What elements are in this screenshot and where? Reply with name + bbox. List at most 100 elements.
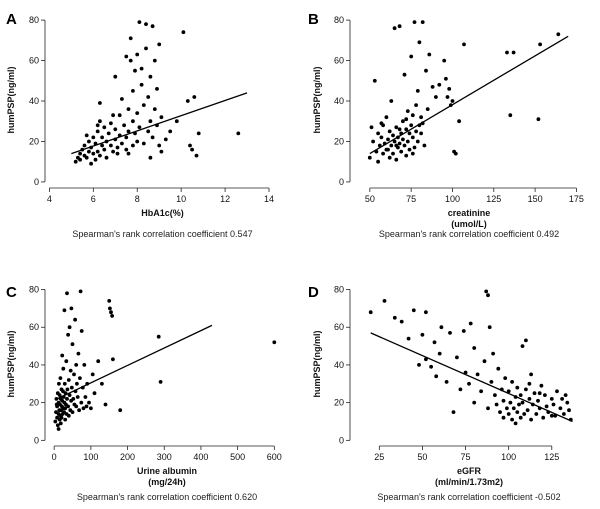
data-point — [104, 155, 109, 160]
data-point — [394, 157, 399, 162]
data-point — [98, 119, 102, 124]
y-tick-label: 0 — [339, 177, 344, 187]
data-point — [511, 406, 516, 411]
data-point — [76, 351, 81, 356]
data-point — [109, 310, 113, 315]
x-tick-label: 125 — [544, 452, 559, 462]
data-point — [520, 400, 525, 405]
data-point — [58, 421, 63, 426]
data-point — [522, 412, 527, 416]
correlation-caption: Spearman's rank correlation coefficient … — [377, 492, 560, 502]
data-point — [78, 151, 82, 156]
data-point — [74, 363, 79, 367]
data-point — [376, 131, 380, 136]
data-point — [517, 402, 521, 407]
x-tick-label: 4 — [47, 194, 52, 204]
data-point — [57, 381, 61, 386]
data-point — [415, 139, 420, 144]
data-point — [392, 139, 397, 144]
data-point — [135, 52, 140, 57]
data-point — [505, 50, 509, 55]
data-point — [407, 131, 412, 136]
data-point — [115, 145, 120, 150]
data-point — [417, 363, 421, 367]
data-point — [157, 42, 162, 47]
x-tick-label: 100 — [501, 452, 516, 462]
data-point — [397, 24, 402, 29]
data-point — [81, 406, 86, 411]
data-point — [159, 115, 164, 120]
data-point — [422, 143, 427, 148]
data-point — [397, 141, 402, 146]
data-point — [513, 421, 518, 426]
data-point — [367, 155, 372, 160]
data-point — [392, 315, 397, 320]
data-point — [503, 376, 508, 380]
data-point — [484, 289, 489, 294]
data-point — [405, 139, 410, 144]
data-point — [518, 415, 523, 420]
data-point — [124, 54, 129, 59]
data-point — [54, 410, 58, 414]
data-point — [144, 22, 148, 26]
data-point — [510, 380, 514, 384]
x-axis-label: HbA1c(%) — [141, 208, 184, 218]
data-point — [539, 383, 544, 388]
data-point — [65, 291, 69, 296]
data-point — [120, 141, 124, 146]
data-point — [415, 89, 420, 93]
x-tick-label: 10 — [176, 194, 186, 204]
x-tick-label: 6 — [91, 194, 96, 204]
x-axis-unit-label: (umol/L) — [451, 219, 487, 229]
data-point — [461, 329, 466, 333]
data-point — [272, 340, 277, 345]
y-tick-label: 40 — [29, 96, 39, 106]
data-point — [506, 412, 511, 416]
panel-letter: D — [308, 284, 319, 301]
data-point — [527, 381, 532, 386]
x-tick-label: 200 — [120, 452, 135, 462]
data-point — [563, 393, 568, 397]
data-point — [453, 151, 458, 156]
data-point — [64, 359, 69, 364]
data-point — [508, 113, 513, 118]
data-point — [54, 402, 59, 407]
data-point — [457, 119, 461, 124]
data-point — [98, 153, 102, 158]
data-point — [486, 406, 490, 411]
y-axis-label: humPSP(ng/ml) — [6, 330, 16, 397]
data-point — [381, 151, 385, 156]
data-point — [472, 400, 477, 405]
data-point — [90, 372, 95, 377]
y-tick-label: 40 — [334, 96, 344, 106]
data-point — [372, 78, 377, 83]
data-point — [82, 143, 87, 148]
data-point — [78, 157, 82, 162]
data-point — [75, 381, 79, 386]
y-tick-label: 60 — [29, 56, 39, 66]
data-point — [486, 293, 490, 298]
data-point — [424, 68, 428, 73]
x-tick-label: 75 — [461, 452, 471, 462]
data-point — [447, 87, 452, 91]
data-point — [475, 372, 480, 377]
data-point — [404, 117, 409, 122]
data-point — [529, 417, 533, 422]
data-point — [65, 387, 70, 392]
data-point — [89, 406, 93, 411]
data-point — [505, 406, 509, 411]
data-point — [386, 147, 390, 152]
data-point — [392, 26, 397, 31]
data-point — [137, 125, 142, 130]
data-point — [420, 332, 425, 337]
data-point — [95, 129, 100, 134]
data-point — [128, 36, 133, 41]
x-tick-label: 14 — [264, 194, 274, 204]
data-point — [391, 151, 395, 156]
data-point — [437, 351, 442, 356]
data-point — [111, 149, 115, 154]
data-point — [139, 82, 144, 87]
data-point — [188, 143, 192, 148]
data-point — [93, 157, 98, 162]
data-point — [89, 161, 93, 166]
